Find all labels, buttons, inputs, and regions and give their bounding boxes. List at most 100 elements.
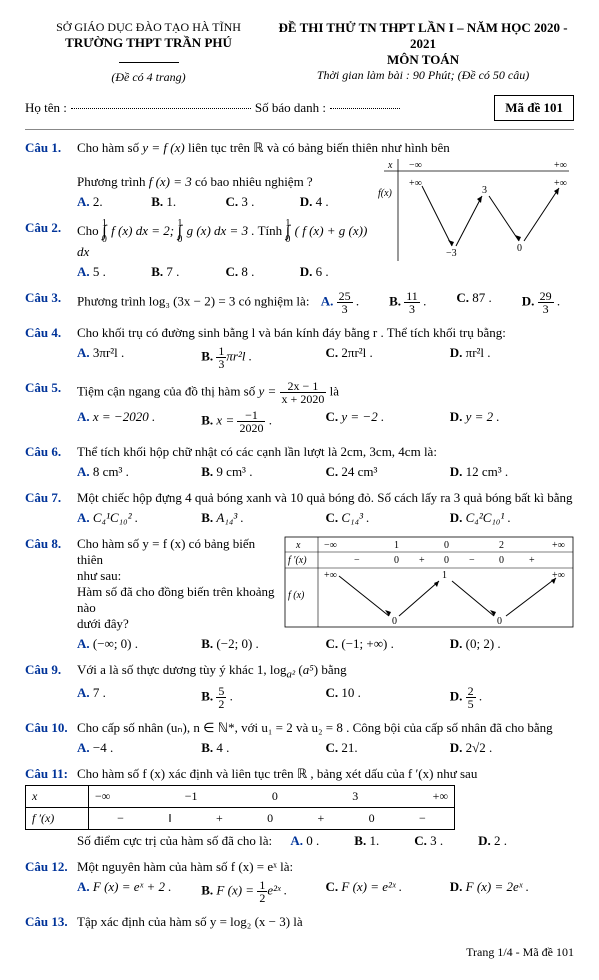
q-num: Câu 4. [25, 325, 77, 341]
q-text: Với a là số thực dương tùy ý khác 1, [77, 662, 270, 677]
exam-subject: MÔN TOÁN [272, 52, 574, 68]
svg-text:+: + [419, 555, 425, 566]
sign-table-q11: x −∞ −1 0 3 +∞ f ′(x) − ‖ + 0 + [25, 785, 455, 830]
sbd-label: Số báo danh : [255, 100, 326, 116]
svg-text:0: 0 [392, 616, 397, 627]
svg-text:+∞: +∞ [324, 570, 337, 581]
question-7: Câu 7. Một chiếc hộp đựng 4 quả bóng xan… [25, 490, 574, 526]
q-text: liên tục trên ℝ và có bảng biến thiên nh… [188, 140, 450, 155]
question-13: Câu 13. Tập xác định của hàm số y = log₂… [25, 914, 574, 930]
opt-c: 2πr²l . [341, 345, 372, 360]
opt-d: 4 . [316, 194, 329, 209]
exam-time: Thời gian làm bài : 90 Phút; (Đề có 50 c… [272, 68, 574, 83]
svg-text:+∞: +∞ [409, 178, 422, 189]
exam-header: SỞ GIÁO DỤC ĐÀO TẠO HÀ TĨNH TRƯỜNG THPT … [25, 20, 574, 85]
svg-text:2: 2 [499, 540, 504, 551]
opt-c: 24 cm³ [341, 464, 377, 479]
svg-text:0: 0 [497, 616, 502, 627]
opt-d: 2 . [494, 833, 507, 848]
opt-b: 1. [166, 194, 176, 209]
opt-c: 10 . [341, 685, 361, 700]
svg-text:1: 1 [394, 540, 399, 551]
opt-d: 6 . [316, 264, 329, 279]
q-text: Cho hàm số [77, 140, 142, 155]
opt-a: 8 cm³ . [93, 464, 129, 479]
question-3: Câu 3. Phương trình log₃ (3x − 2) = 3 có… [25, 290, 574, 315]
name-label: Họ tên : [25, 100, 67, 116]
q-text: có bao nhiêu nghiệm ? [195, 174, 313, 189]
q-num: Câu 11: [25, 766, 77, 782]
q-text: Tiệm cận ngang của đồ thị hàm số [77, 383, 259, 398]
svg-text:0: 0 [444, 540, 449, 551]
q-text: Thể tích khối hộp chữ nhật có các cạnh l… [77, 444, 574, 460]
svg-text:f ′(x): f ′(x) [288, 555, 307, 566]
question-12: Câu 12. Một nguyên hàm của hàm số f (x) … [25, 859, 574, 904]
opt-c: 21. [341, 740, 357, 755]
q-text: Số điểm cực trị của hàm số đã cho là: [77, 833, 272, 848]
q-text: Một nguyên hàm của hàm số f (x) = eˣ là: [77, 859, 574, 875]
q-num: Câu 5. [25, 380, 77, 405]
svg-text:+∞: +∞ [554, 178, 567, 189]
opt-a: 5 . [93, 264, 106, 279]
q-num: Câu 9. [25, 662, 77, 681]
svg-text:+∞: +∞ [552, 540, 565, 551]
svg-text:−∞: −∞ [409, 160, 422, 171]
q-text: là [330, 383, 339, 398]
q-text: Cho [77, 223, 102, 238]
q-text: Một chiếc hộp đựng 4 quả bóng xanh và 10… [77, 490, 574, 506]
question-5: Câu 5. Tiệm cận ngang của đồ thị hàm số … [25, 380, 574, 434]
opt-c: (−1; +∞) . [341, 636, 393, 651]
opt-c: C₁₄³ . [341, 510, 369, 525]
q-num: Câu 12. [25, 859, 77, 875]
question-6: Câu 6. Thể tích khối hộp chữ nhật có các… [25, 444, 574, 480]
page-count: (Đề có 4 trang) [25, 70, 272, 85]
opt-c: 3 . [430, 833, 443, 848]
opt-c: 8 . [241, 264, 254, 279]
exam-title: ĐỀ THI THỬ TN THPT LẦN I – NĂM HỌC 2020 … [272, 20, 574, 52]
q-text: như sau: [77, 568, 284, 584]
name-row: Họ tên : Số báo danh : Mã đề 101 [25, 95, 574, 121]
opt-a: 0 . [306, 833, 319, 848]
opt-a: x = −2020 . [93, 409, 155, 424]
q-text: bằng [321, 662, 346, 677]
q-text: Cho cấp số nhân (uₙ), n ∈ ℕ*, với u₁ = 2… [77, 720, 574, 736]
question-10: Câu 10. Cho cấp số nhân (uₙ), n ∈ ℕ*, vớ… [25, 720, 574, 756]
opt-b: (−2; 0) . [216, 636, 258, 651]
opt-a: −4 . [93, 740, 113, 755]
svg-text:x: x [295, 540, 301, 551]
question-4: Câu 4. Cho khối trụ có đường sinh bằng l… [25, 325, 574, 370]
q-num: Câu 13. [25, 914, 77, 930]
q-text: Tính [258, 223, 286, 238]
svg-text:f(x): f(x) [378, 188, 393, 199]
q-num: Câu 6. [25, 444, 77, 460]
svg-text:1: 1 [442, 570, 447, 581]
q-text: dưới đây? [77, 616, 284, 632]
q-text: Phương trình [77, 174, 149, 189]
q-num: Câu 10. [25, 720, 77, 736]
svg-text:−3: −3 [446, 248, 457, 259]
opt-c: 87 . [472, 290, 492, 305]
svg-text:−: − [354, 555, 360, 566]
svg-text:f (x): f (x) [288, 590, 305, 601]
opt-d: 12 cm³ . [466, 464, 509, 479]
opt-d: 2√2 . [466, 740, 493, 755]
q-text: Hàm số đã cho đồng biến trên khoảng nào [77, 584, 284, 616]
svg-text:x: x [387, 160, 393, 171]
q-text: Cho hàm số f (x) xác định và liên tục tr… [77, 766, 574, 782]
opt-b: 4 . [216, 740, 229, 755]
svg-text:3: 3 [482, 185, 487, 196]
opt-a: 3πr²l . [93, 345, 124, 360]
opt-d: y = 2 . [466, 409, 500, 424]
svg-text:0: 0 [499, 555, 504, 566]
opt-c: y = −2 . [341, 409, 384, 424]
q-num: Câu 1. [25, 140, 77, 156]
question-8: Câu 8. Cho hàm số y = f (x) có bảng biến… [25, 536, 574, 652]
question-11: Câu 11: Cho hàm số f (x) xác định và liê… [25, 766, 574, 849]
q-num: Câu 2. [25, 220, 77, 260]
variation-chart-q8: x −∞ 1 0 2 +∞ f ′(x) − 0 + 0 − 0 + f (x)… [284, 536, 574, 628]
opt-a: (−∞; 0) . [93, 636, 138, 651]
q-text: Cho hàm số y = f (x) có bảng biến thiên [77, 536, 284, 568]
opt-c: 3 . [241, 194, 254, 209]
opt-b: 1. [369, 833, 379, 848]
svg-text:+∞: +∞ [554, 160, 567, 171]
